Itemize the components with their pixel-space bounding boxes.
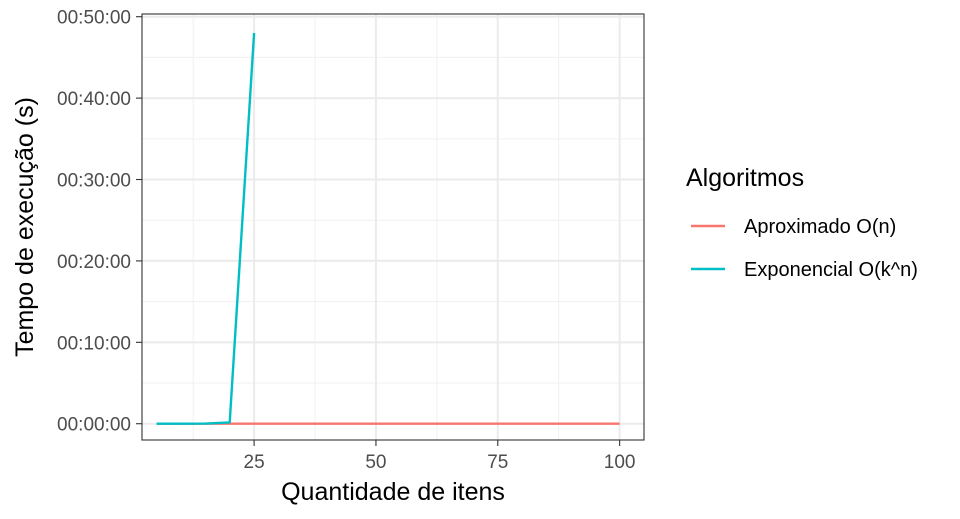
x-tick-labels: 25 50 75 100 [244, 452, 636, 473]
x-axis-title: Quantidade de itens [281, 478, 505, 506]
legend-items: Aproximado O(n) Exponencial O(k^n) [691, 216, 918, 281]
y-tick-label: 00:40:00 [57, 89, 131, 110]
x-tick-label: 50 [365, 452, 386, 473]
y-tick-labels: 00:00:00 00:10:00 00:20:00 00:30:00 00:40:00… [57, 8, 131, 436]
legend-label: Exponencial O(k^n) [744, 259, 918, 281]
panel-border [141, 13, 645, 441]
x-tick-label: 75 [487, 452, 508, 473]
y-axis-title: Tempo de execução (s) [11, 97, 39, 357]
y-tick-label: 00:50:00 [57, 8, 131, 29]
y-tick-label: 00:20:00 [57, 252, 131, 273]
axis-ticks [136, 16, 621, 446]
x-tick-label: 100 [604, 452, 636, 473]
y-tick-label: 00:00:00 [57, 415, 131, 436]
grid-minor [142, 14, 644, 440]
grid-major [142, 14, 644, 440]
y-tick-label: 00:10:00 [57, 333, 131, 354]
legend-label: Aproximado O(n) [744, 216, 896, 238]
series-layer [156, 32, 620, 425]
y-tick-label: 00:30:00 [57, 171, 131, 192]
x-tick-label: 25 [244, 452, 265, 473]
series-line-2 [156, 32, 256, 425]
legend: Algoritmos Aproximado O(n) Exponencial O(… [686, 164, 918, 281]
legend-title: Algoritmos [686, 164, 804, 192]
